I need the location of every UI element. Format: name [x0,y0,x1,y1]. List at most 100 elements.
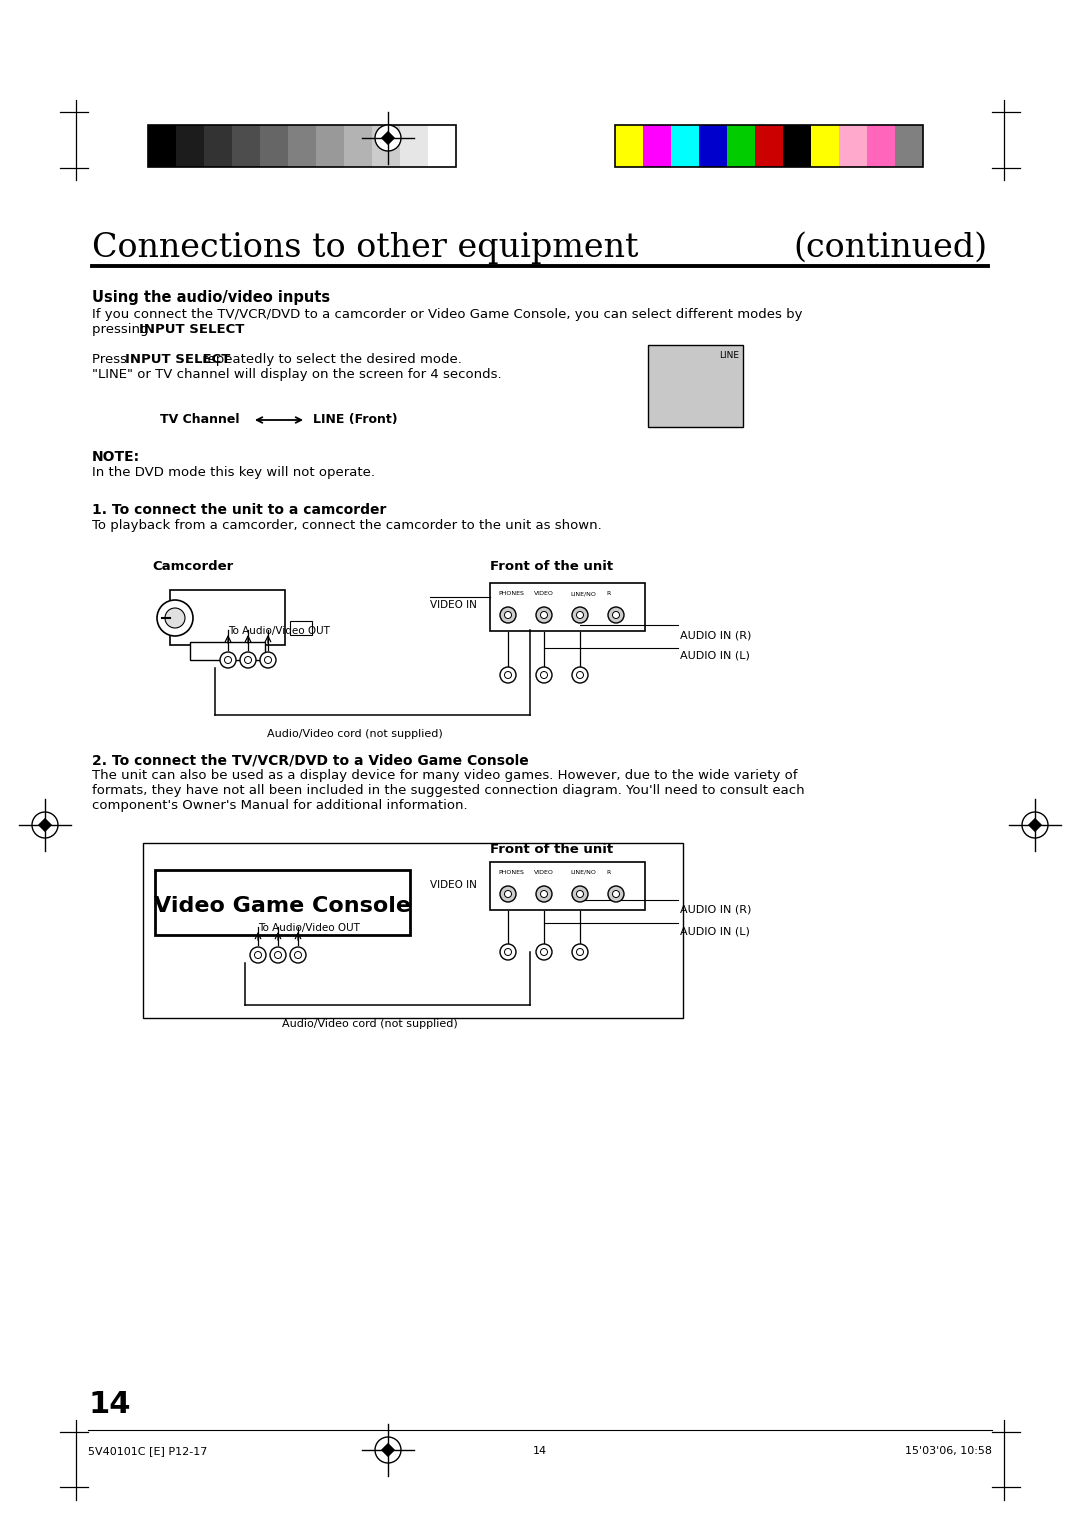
Text: AUDIO IN (R): AUDIO IN (R) [680,630,752,640]
Circle shape [270,947,286,963]
Text: To playback from a camcorder, connect the camcorder to the unit as shown.: To playback from a camcorder, connect th… [92,520,602,532]
Bar [643,125,671,167]
Text: 15'03'06, 10:58: 15'03'06, 10:58 [905,1445,993,1456]
Bar [811,125,839,167]
Bar [615,125,923,167]
Polygon shape [38,817,52,833]
Text: INPUT SELECT: INPUT SELECT [125,353,230,367]
Text: R: R [606,869,610,876]
Bar [170,590,285,645]
Bar [232,125,260,167]
Bar [291,620,312,636]
Text: INPUT SELECT: INPUT SELECT [139,322,244,336]
Circle shape [540,611,548,619]
Bar [428,125,456,167]
Circle shape [274,952,282,958]
Text: 2. To connect the TV/VCR/DVD to a Video Game Console: 2. To connect the TV/VCR/DVD to a Video … [92,753,529,767]
Text: To Audio/Video OUT: To Audio/Video OUT [228,626,329,636]
Text: AUDIO IN (L): AUDIO IN (L) [680,926,750,937]
Circle shape [375,1436,401,1462]
Circle shape [249,947,266,963]
Text: Connections to other equipment: Connections to other equipment [92,232,638,264]
Text: VIDEO IN: VIDEO IN [430,880,477,889]
Circle shape [500,607,516,623]
Circle shape [500,944,516,960]
Text: PHONES: PHONES [498,869,524,876]
Bar [490,584,645,631]
Text: Using the audio/video inputs: Using the audio/video inputs [92,290,330,306]
Circle shape [577,891,583,897]
Circle shape [540,671,548,678]
Circle shape [540,891,548,897]
Bar [148,125,456,167]
Bar [176,125,204,167]
Text: "LINE" or TV channel will display on the screen for 4 seconds.: "LINE" or TV channel will display on the… [92,368,501,380]
Bar [839,125,867,167]
Text: To Audio/Video OUT: To Audio/Video OUT [258,923,360,934]
Text: AUDIO IN (R): AUDIO IN (R) [680,905,752,915]
Circle shape [536,944,552,960]
Text: VIDEO: VIDEO [534,591,554,596]
Text: 14: 14 [532,1445,548,1456]
Bar [783,125,811,167]
Bar [490,862,645,911]
Text: PHONES: PHONES [498,591,524,596]
Text: LINE: LINE [719,351,739,361]
Circle shape [612,891,620,897]
Bar [648,345,743,426]
Text: Press: Press [92,353,132,367]
Circle shape [536,668,552,683]
Circle shape [260,652,276,668]
Text: Video Game Console: Video Game Console [154,897,411,917]
Text: NOTE:: NOTE: [92,451,140,465]
Bar [156,869,410,935]
Circle shape [291,947,306,963]
Circle shape [608,607,624,623]
Circle shape [244,657,252,663]
Circle shape [572,886,588,902]
Bar [316,125,345,167]
Text: pressing: pressing [92,322,152,336]
Text: The unit can also be used as a display device for many video games. However, due: The unit can also be used as a display d… [92,769,797,782]
Circle shape [504,949,512,955]
Circle shape [612,611,620,619]
Bar [148,125,176,167]
Bar [867,125,895,167]
Bar [143,843,683,1018]
Circle shape [295,952,301,958]
Polygon shape [381,1442,395,1458]
Bar [345,125,372,167]
Circle shape [572,668,588,683]
Bar [755,125,783,167]
Text: Audio/Video cord (not supplied): Audio/Video cord (not supplied) [282,1019,458,1028]
Circle shape [577,611,583,619]
Circle shape [536,886,552,902]
Text: 1. To connect the unit to a camcorder: 1. To connect the unit to a camcorder [92,503,387,516]
Text: R: R [606,591,610,596]
Bar [288,125,316,167]
Text: LINE (Front): LINE (Front) [313,413,397,426]
Circle shape [608,886,624,902]
Circle shape [1022,811,1048,837]
Text: TV Channel: TV Channel [160,413,240,426]
Polygon shape [381,131,395,145]
Circle shape [577,949,583,955]
Text: LINE/NO: LINE/NO [570,591,596,596]
Circle shape [375,125,401,151]
Text: 14: 14 [87,1390,131,1420]
Bar [204,125,232,167]
Text: Front of the unit: Front of the unit [490,843,613,856]
Bar [372,125,400,167]
Text: 5V40101C [E] P12-17: 5V40101C [E] P12-17 [87,1445,207,1456]
Circle shape [240,652,256,668]
Circle shape [577,671,583,678]
Bar [895,125,923,167]
Circle shape [500,668,516,683]
Text: AUDIO IN (L): AUDIO IN (L) [680,649,750,660]
Text: (continued): (continued) [794,232,988,264]
Circle shape [536,607,552,623]
Circle shape [540,949,548,955]
Circle shape [504,611,512,619]
Circle shape [225,657,231,663]
Text: component's Owner's Manual for additional information.: component's Owner's Manual for additiona… [92,799,468,811]
